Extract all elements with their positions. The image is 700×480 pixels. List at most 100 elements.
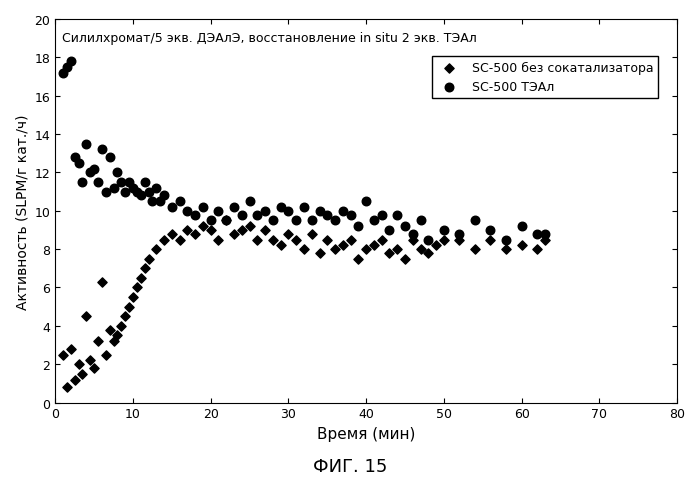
SC-500 без сокатализатора — [322, 236, 333, 244]
SC-500 ТЭАл — [260, 207, 271, 215]
SC-500 ТЭАл — [267, 217, 279, 225]
SC-500 ТЭАл — [57, 70, 69, 77]
SC-500 ТЭАл — [531, 230, 542, 238]
Y-axis label: Активность (SLPM/г кат./ч): Активность (SLPM/г кат./ч) — [15, 114, 29, 309]
SC-500 без сокатализатора — [150, 246, 162, 253]
SC-500 ТЭАл — [220, 217, 232, 225]
SC-500 без сокатализатора — [104, 326, 116, 334]
SC-500 без сокатализатора — [400, 255, 411, 263]
SC-500 без сокатализатора — [539, 236, 550, 244]
SC-500 без сокатализатора — [330, 246, 341, 253]
SC-500 ТЭАл — [205, 217, 216, 225]
SC-500 ТЭАл — [213, 207, 224, 215]
SC-500 ТЭАл — [97, 146, 108, 154]
SC-500 без сокатализатора — [368, 242, 379, 250]
SC-500 без сокатализатора — [275, 242, 286, 250]
SC-500 ТЭАл — [236, 211, 247, 219]
SC-500 без сокатализатора — [454, 236, 465, 244]
SC-500 ТЭАл — [500, 236, 512, 244]
SC-500 без сокатализатора — [376, 236, 387, 244]
SC-500 ТЭАл — [62, 64, 73, 72]
SC-500 без сокатализатора — [88, 364, 99, 372]
SC-500 без сокатализатора — [132, 284, 143, 292]
SC-500 ТЭАл — [158, 192, 169, 200]
SC-500 без сокатализатора — [100, 351, 111, 359]
SC-500 ТЭАл — [407, 230, 419, 238]
SC-500 без сокатализатора — [345, 236, 356, 244]
SC-500 без сокатализатора — [236, 227, 247, 234]
SC-500 ТЭАл — [135, 192, 146, 200]
SC-500 без сокатализатора — [123, 303, 134, 311]
SC-500 без сокатализатора — [337, 242, 349, 250]
SC-500 без сокатализатора — [260, 227, 271, 234]
X-axis label: Время (мин): Время (мин) — [317, 426, 415, 441]
SC-500 ТЭАл — [150, 184, 162, 192]
SC-500 ТЭАл — [275, 204, 286, 211]
SC-500 без сокатализатора — [143, 255, 154, 263]
SC-500 ТЭАл — [132, 188, 143, 196]
SC-500 без сокатализатора — [120, 313, 131, 321]
SC-500 ТЭАл — [85, 169, 96, 177]
SC-500 без сокатализатора — [500, 246, 512, 253]
SC-500 ТЭАл — [337, 207, 349, 215]
SC-500 ТЭАл — [368, 217, 379, 225]
SC-500 ТЭАл — [197, 204, 209, 211]
SC-500 ТЭАл — [108, 184, 119, 192]
SC-500 ТЭАл — [174, 198, 186, 205]
SC-500 без сокатализатора — [516, 242, 527, 250]
SC-500 без сокатализатора — [384, 250, 395, 257]
SC-500 без сокатализатора — [283, 230, 294, 238]
SC-500 ТЭАл — [353, 223, 364, 230]
SC-500 ТЭАл — [345, 211, 356, 219]
SC-500 ТЭАл — [322, 211, 333, 219]
SC-500 без сокатализатора — [190, 230, 201, 238]
SC-500 без сокатализатора — [116, 322, 127, 330]
SC-500 ТЭАл — [127, 184, 139, 192]
SC-500 без сокатализатора — [97, 278, 108, 286]
SC-500 без сокатализатора — [112, 332, 123, 339]
SC-500 без сокатализатора — [85, 357, 96, 364]
SC-500 без сокатализатора — [135, 275, 146, 282]
SC-500 без сокатализатора — [298, 246, 309, 253]
SC-500 ТЭАл — [228, 204, 239, 211]
SC-500 ТЭАл — [155, 198, 166, 205]
SC-500 без сокатализатора — [158, 236, 169, 244]
SC-500 ТЭАл — [69, 154, 80, 162]
SC-500 ТЭАл — [469, 217, 480, 225]
SC-500 без сокатализатора — [69, 376, 80, 384]
Legend: SC-500 без сокатализатора, SC-500 ТЭАл: SC-500 без сокатализатора, SC-500 ТЭАл — [432, 57, 658, 99]
SC-500 ТЭАл — [65, 58, 76, 66]
SC-500 без сокатализатора — [57, 351, 69, 359]
SC-500 ТЭАл — [143, 188, 154, 196]
SC-500 без сокатализатора — [220, 217, 232, 225]
SC-500 без сокатализатора — [407, 236, 419, 244]
SC-500 ТЭАл — [391, 211, 402, 219]
SC-500 ТЭАл — [73, 160, 84, 168]
SC-500 ТЭАл — [485, 227, 496, 234]
SC-500 ТЭАл — [88, 166, 99, 173]
SC-500 без сокатализатора — [252, 236, 263, 244]
SC-500 без сокатализатора — [430, 242, 442, 250]
Text: Силилхромат/5 экв. ДЭАлЭ, восстановление in situ 2 экв. ТЭАл: Силилхромат/5 экв. ДЭАлЭ, восстановление… — [62, 32, 476, 45]
SC-500 ТЭАл — [147, 198, 158, 205]
SC-500 без сокатализатора — [438, 236, 449, 244]
SC-500 без сокатализатора — [228, 230, 239, 238]
SC-500 ТЭАл — [77, 179, 88, 186]
SC-500 без сокатализатора — [139, 265, 150, 273]
SC-500 ТЭАл — [360, 198, 372, 205]
SC-500 ТЭАл — [120, 188, 131, 196]
SC-500 без сокатализатора — [65, 345, 76, 353]
SC-500 ТЭАл — [116, 179, 127, 186]
SC-500 без сокатализатора — [213, 236, 224, 244]
SC-500 ТЭАл — [123, 179, 134, 186]
SC-500 ТЭАл — [104, 154, 116, 162]
SC-500 без сокатализатора — [314, 250, 325, 257]
SC-500 ТЭАл — [415, 217, 426, 225]
SC-500 без сокатализатора — [127, 294, 139, 301]
SC-500 ТЭАл — [384, 227, 395, 234]
SC-500 без сокатализатора — [108, 337, 119, 345]
SC-500 без сокатализатора — [80, 313, 92, 321]
SC-500 ТЭАл — [400, 223, 411, 230]
SC-500 без сокатализатора — [267, 236, 279, 244]
SC-500 без сокатализатора — [353, 255, 364, 263]
